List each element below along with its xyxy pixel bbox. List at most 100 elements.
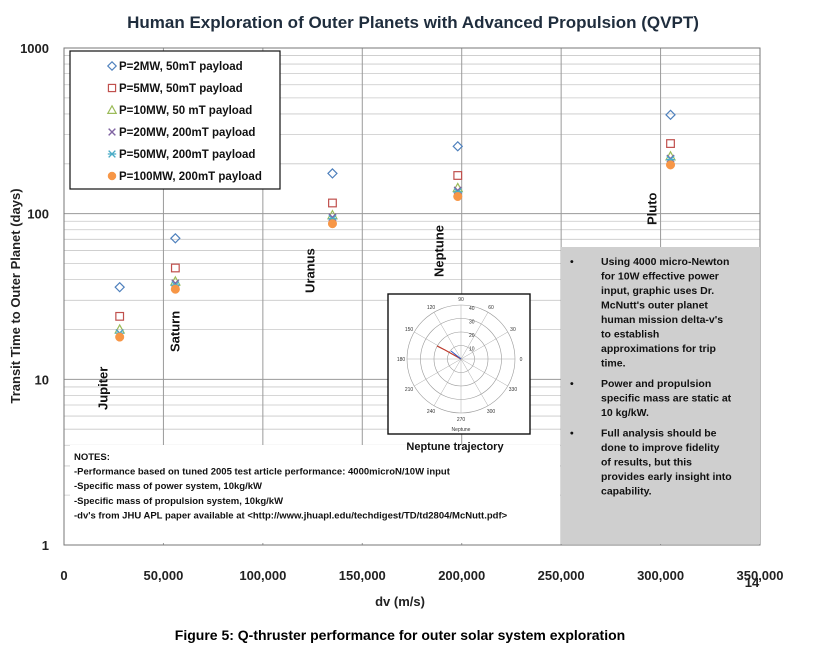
polar-radius-label: 20 — [469, 333, 475, 339]
callout-line: specific mass are static at — [601, 393, 732, 405]
data-point-circle-saturn — [170, 284, 180, 294]
polar-angle-label: 60 — [488, 305, 494, 311]
polar-spoke — [460, 358, 508, 387]
legend-entry: P=20MW, 200mT payload — [119, 127, 255, 139]
notes-box: NOTES: -Performance based on tuned 2005 t… — [70, 445, 560, 543]
x-tick-label: 300,000 — [637, 568, 684, 583]
trajectory-line — [450, 350, 462, 360]
callout-line: capability. — [601, 486, 652, 498]
callout-line: Full analysis should be — [601, 428, 717, 440]
data-point-x-pluto — [666, 154, 675, 163]
x-tick-label: 250,000 — [538, 568, 585, 583]
data-point-triangle-jupiter — [114, 323, 126, 334]
planet-label-jupiter: Jupiter — [96, 367, 111, 410]
data-point-square-pluto — [666, 139, 675, 148]
note-line: NOTES: — [74, 452, 110, 463]
notes-background — [70, 445, 560, 543]
callout-line: 10 kg/kW. — [601, 407, 649, 419]
x-tick-label: 350,000 — [737, 568, 784, 583]
data-point-diamond-jupiter — [114, 281, 126, 293]
note-line: -dv's from JHU APL paper available at <h… — [74, 510, 508, 521]
legend-marker-x — [108, 128, 116, 136]
inset-frame — [387, 293, 531, 435]
callout-line: time. — [601, 358, 626, 370]
legend-entry: P=5MW, 50mT payload — [119, 83, 243, 95]
data-point-circle-uranus — [327, 219, 337, 229]
callout-bullet: • — [570, 428, 574, 440]
y-tick-label: 100 — [27, 207, 49, 222]
legend-box — [69, 50, 281, 190]
polar-spoke — [414, 358, 462, 387]
polar-angle-label: 240 — [427, 409, 436, 415]
legend: P=2MW, 50mT payload P=5MW, 50mT payload P=… — [69, 50, 281, 190]
callout-line: Using 4000 micro-Newton — [601, 256, 729, 268]
note-line: -Specific mass of power system, 10kg/kW — [74, 481, 262, 492]
polar-spoke — [460, 331, 508, 360]
polar-radius-label: 30 — [469, 320, 475, 326]
planet-label-pluto: Pluto — [645, 192, 660, 225]
polar-angle-label: 330 — [509, 387, 518, 393]
callout-line: for 10W effective power — [601, 271, 719, 283]
grid — [63, 47, 761, 546]
polar-spoke — [460, 358, 489, 406]
data-point-square-uranus — [328, 198, 337, 208]
data-point-diamond-neptune — [452, 140, 464, 152]
polar-angle-label: 90 — [458, 297, 464, 303]
data-point-square-saturn — [170, 263, 180, 273]
legend-marker-diamond — [106, 60, 118, 72]
polar-spoke — [460, 312, 489, 360]
data-point-circle-jupiter — [115, 332, 125, 342]
figure-caption: Figure 5: Q-thruster performance for out… — [175, 627, 625, 643]
callout-bullet: • — [570, 378, 574, 390]
polar-angle-label: 120 — [427, 305, 436, 311]
polar-angle-label: 300 — [487, 409, 496, 415]
note-line: -Performance based on tuned 2005 test ar… — [74, 467, 451, 478]
x-tick-label: 100,000 — [239, 568, 286, 583]
polar-spoke — [433, 312, 462, 360]
data-point-square-jupiter — [115, 311, 125, 321]
callout-line: done to improve fidelity — [601, 442, 720, 454]
y-tick-label: 1000 — [20, 41, 49, 56]
polar-angle-label: 270 — [457, 417, 466, 423]
legend-entry: P=2MW, 50mT payload — [119, 61, 243, 73]
x-tick-label: 50,000 — [144, 568, 184, 583]
y-tick-label: 10 — [35, 372, 49, 387]
y-tick-label: 1 — [42, 538, 49, 553]
data-point-square-neptune — [453, 171, 463, 180]
legend-marker-circle — [107, 171, 117, 181]
x-axis-label: dv (m/s) — [375, 594, 425, 609]
callout-line: of results, but this — [601, 457, 692, 469]
callout-line: McNutt's outer planet — [601, 300, 708, 312]
chart-title: Human Exploration of Outer Planets with … — [127, 13, 699, 32]
planet-label-neptune: Neptune — [432, 225, 447, 277]
data-points — [114, 109, 677, 342]
callout-line: provides early insight into — [601, 471, 732, 483]
legend-marker-square — [107, 83, 117, 93]
page-number: 14 — [745, 575, 760, 590]
polar-angle-label: 150 — [405, 327, 414, 333]
legend-marker-triangle — [106, 104, 118, 114]
callout-line: human mission delta-v's — [601, 314, 723, 326]
data-point-circle-pluto — [665, 160, 676, 170]
series-diamond — [114, 109, 676, 293]
callout-bullet: • — [570, 256, 574, 268]
callout-box: • Using 4000 micro-Newton for 10W effectiv… — [561, 247, 760, 544]
y-axis-label: Transit Time to Outer Planet (days) — [8, 188, 23, 403]
polar-bottom-label: Neptune — [452, 427, 471, 433]
polar-radius-label: 10 — [469, 347, 475, 353]
data-point-diamond-uranus — [327, 168, 338, 179]
note-line: -Specific mass of propulsion system, 10k… — [74, 496, 283, 507]
planet-label-uranus: Uranus — [302, 248, 317, 293]
planet-label-saturn: Saturn — [167, 311, 182, 352]
callout-background — [561, 247, 760, 544]
polar-angle-label: 30 — [510, 327, 516, 333]
legend-entry: P=100MW, 200mT payload — [119, 171, 262, 183]
polar-spoke — [433, 358, 462, 406]
polar-angle-label: 210 — [405, 387, 414, 393]
inset-caption: Neptune trajectory — [406, 441, 504, 453]
x-tick-label: 200,000 — [438, 568, 485, 583]
polar-radius-label: 40 — [469, 306, 475, 312]
